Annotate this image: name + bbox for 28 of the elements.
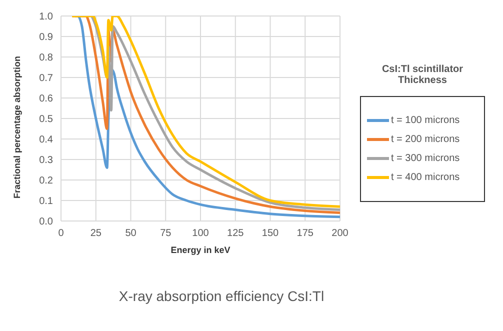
- y-tick-label: 0.0: [39, 216, 54, 228]
- x-tick-label: 25: [90, 228, 102, 240]
- y-tick-label: 0.2: [39, 176, 54, 187]
- y-tick-label: 0.6: [39, 94, 54, 105]
- x-tick-label: 100: [192, 228, 210, 240]
- y-tick-label: 1.0: [39, 12, 54, 23]
- x-tick-label: 150: [262, 228, 280, 240]
- y-tick-label: 0.9: [39, 32, 54, 44]
- y-tick-label: 0.3: [39, 155, 54, 166]
- y-tick-label: 0.8: [39, 52, 54, 64]
- x-tick-label: 0: [58, 228, 64, 240]
- legend-label: t = 400 microns: [390, 172, 461, 183]
- legend-label: t = 100 microns: [390, 115, 461, 126]
- x-tick-label: 50: [125, 228, 137, 240]
- y-axis-title: Fractional percentage absorption: [12, 56, 22, 198]
- y-tick-label: 0.4: [39, 134, 54, 146]
- legend-label: t = 200 microns: [390, 134, 461, 145]
- legend-title: CsI:Tl scintillator Thickness: [380, 64, 464, 86]
- y-tick-label: 0.7: [39, 73, 54, 84]
- legend-label: t = 300 microns: [390, 153, 461, 164]
- x-tick-label: 175: [296, 228, 314, 240]
- x-tick-label: 125: [227, 228, 244, 240]
- x-tick-label: 200: [332, 228, 349, 240]
- x-axis-title: Energy in keV: [170, 245, 230, 255]
- y-tick-label: 0.1: [39, 196, 54, 208]
- x-tick-label: 75: [160, 228, 172, 240]
- y-tick-label: 0.5: [39, 114, 54, 126]
- text: X-ray absorption efficiency CsI:Tl: [118, 288, 326, 304]
